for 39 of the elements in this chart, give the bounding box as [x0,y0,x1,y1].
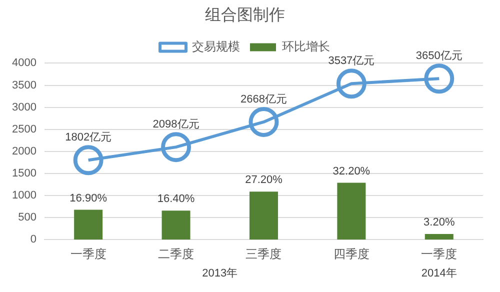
data-label: 32.20% [332,165,370,178]
y-tick-label: 2500 [12,123,36,136]
point [161,132,192,162]
bar [162,210,190,240]
y-tick-label: 2000 [12,145,36,158]
y-tick-label: 1000 [12,190,36,202]
bar [337,182,366,240]
y-tick-label: 0 [30,234,36,246]
data-label: 16.90% [70,192,108,204]
text: 2014年 [421,268,457,280]
point [248,106,279,137]
bar [249,192,278,240]
data-label: 2668亿元 [240,93,287,106]
point [336,68,366,99]
bar [74,210,103,240]
y-tick-label: 3000 [12,101,36,114]
text: 2013年 [202,268,238,280]
data-label: 3650亿元 [416,50,462,62]
legend-label: 环比增长 [282,40,330,54]
data-label: 3537亿元 [328,55,375,68]
bar [424,234,454,240]
point [424,64,454,94]
legend-label: 交易规模 [192,40,240,54]
chart-title: 组合图制作 [205,6,285,24]
x-tick-label: 二季度 [158,247,194,262]
point [73,145,104,176]
y-tick-label: 500 [18,212,36,224]
data-label: 16.40% [157,193,195,206]
data-label: 27.20% [245,174,283,186]
data-label: 1802亿元 [65,132,112,144]
data-label: 3.20% [424,216,455,228]
y-tick-label: 3500 [12,79,36,92]
x-tick-label: 一季度 [70,247,106,262]
y-tick-label: 4000 [12,57,36,70]
data-label: 2098亿元 [152,118,200,131]
x-tick-label: 三季度 [246,247,282,262]
x-tick-label: 一季度 [421,247,458,262]
x-tick-label: 四季度 [333,247,370,262]
y-tick-label: 1500 [12,167,36,180]
